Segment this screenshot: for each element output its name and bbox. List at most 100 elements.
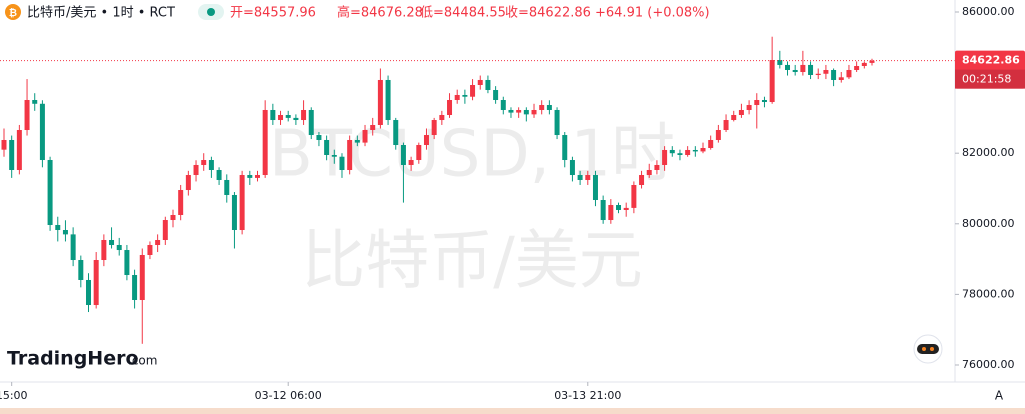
- candle-body: [178, 190, 184, 216]
- candle-body: [93, 260, 99, 306]
- price-tag-label: 84622.86: [962, 54, 1020, 67]
- countdown-tag: [955, 69, 1025, 89]
- candle-body: [692, 149, 698, 152]
- candle-body: [869, 60, 875, 63]
- candle-body: [546, 105, 552, 110]
- symbol: 比特币/美元 • 1时 • RCT: [27, 6, 175, 21]
- candle-body: [400, 145, 406, 165]
- scale-button-label[interactable]: A: [995, 389, 1004, 403]
- candle-body: [301, 109, 307, 121]
- candle-body: [224, 179, 230, 195]
- candle-body: [132, 275, 138, 301]
- candle-body: [170, 215, 176, 221]
- candle-body: [62, 230, 68, 235]
- candle-body: [308, 109, 314, 136]
- candle-body: [669, 149, 675, 154]
- candle-body: [24, 100, 30, 131]
- candle-body: [285, 115, 291, 118]
- x-tick-label: 03-12 06:00: [255, 389, 322, 402]
- candle-body: [47, 160, 53, 225]
- candle-body: [362, 130, 368, 143]
- candle-body: [854, 66, 860, 70]
- candle-body: [746, 105, 752, 110]
- candle-body: [393, 120, 399, 146]
- candle-body: [470, 84, 476, 97]
- brand: TradingHero: [7, 348, 139, 370]
- candle-body: [477, 79, 483, 85]
- candle-body: [385, 79, 391, 121]
- candle-body: [823, 69, 829, 74]
- price-change: +64.91 (+0.08%): [595, 6, 710, 21]
- candle-body: [1, 139, 7, 150]
- candle-body: [262, 109, 268, 176]
- candle-body: [162, 220, 168, 240]
- candle-body: [500, 100, 506, 110]
- candle-body: [585, 175, 591, 180]
- candle-body: [485, 79, 491, 91]
- candle-body: [431, 120, 437, 136]
- ohlc-high: 高=84676.28: [337, 5, 423, 21]
- candle-body: [715, 130, 721, 140]
- candle-body: [408, 160, 414, 165]
- candle-body: [124, 250, 130, 276]
- candle-body: [331, 154, 337, 157]
- candle-body: [32, 100, 38, 104]
- candle-body: [85, 279, 91, 306]
- candle-body: [278, 115, 284, 121]
- candle-body: [324, 139, 330, 155]
- candle-body: [185, 175, 191, 191]
- ohlc-close: 收=84622.86: [505, 6, 591, 21]
- candle-body: [562, 135, 568, 161]
- candle-body: [216, 169, 222, 180]
- candle-body: [761, 100, 767, 103]
- ohlc-low: 低=84484.55: [420, 6, 506, 21]
- candle-body: [800, 64, 806, 73]
- plot: [0, 36, 955, 344]
- candle-body: [201, 160, 207, 165]
- watermark-line: 比特币/美元: [301, 225, 643, 299]
- candle-body: [554, 109, 560, 136]
- candle-body: [147, 245, 153, 255]
- candle-body: [55, 224, 61, 231]
- candle-body: [639, 175, 645, 185]
- x-tick-label: 15:00: [0, 389, 28, 402]
- candle-body: [139, 254, 145, 301]
- x-tick-label: 03-13 21:00: [554, 389, 621, 402]
- candle-body: [316, 135, 322, 140]
- candle-body: [723, 120, 729, 131]
- candle-body: [846, 69, 852, 78]
- y-tick-label: 86000.00: [962, 5, 1015, 18]
- watermark: BTCUSD, 1时 比特币/美元: [269, 118, 675, 299]
- status-dot: [207, 8, 215, 16]
- candle-body: [838, 77, 844, 80]
- candle-body: [792, 69, 798, 73]
- candle-body: [462, 94, 468, 97]
- candle-body: [861, 62, 867, 67]
- assistant-face: [917, 344, 939, 354]
- candle-body: [293, 117, 299, 121]
- candle-body: [447, 100, 453, 116]
- candle-body: [539, 105, 545, 110]
- candle-body: [685, 149, 691, 155]
- bottom-bar: [0, 408, 1025, 414]
- candle-body: [231, 194, 237, 231]
- candle-body: [815, 73, 821, 76]
- candle-body: [592, 175, 598, 201]
- candle-body: [738, 109, 744, 116]
- candle-body: [101, 239, 107, 261]
- candle-body: [516, 109, 522, 113]
- y-tick-label: 76000.00: [962, 358, 1015, 371]
- candle-body: [416, 145, 422, 161]
- candle-body: [708, 139, 714, 149]
- coin-icon: [5, 4, 21, 20]
- candle-body: [339, 156, 345, 170]
- candle-body: [608, 205, 614, 221]
- scale-button[interactable]: [987, 385, 1011, 405]
- candle-body: [808, 64, 814, 76]
- y-tick-label: 82000.00: [962, 146, 1015, 159]
- candle-body: [377, 79, 383, 125]
- candle-body: [270, 109, 276, 121]
- candle-body: [577, 175, 583, 180]
- coin-icon-glyph: ₿: [9, 7, 17, 19]
- candle-body: [39, 103, 45, 161]
